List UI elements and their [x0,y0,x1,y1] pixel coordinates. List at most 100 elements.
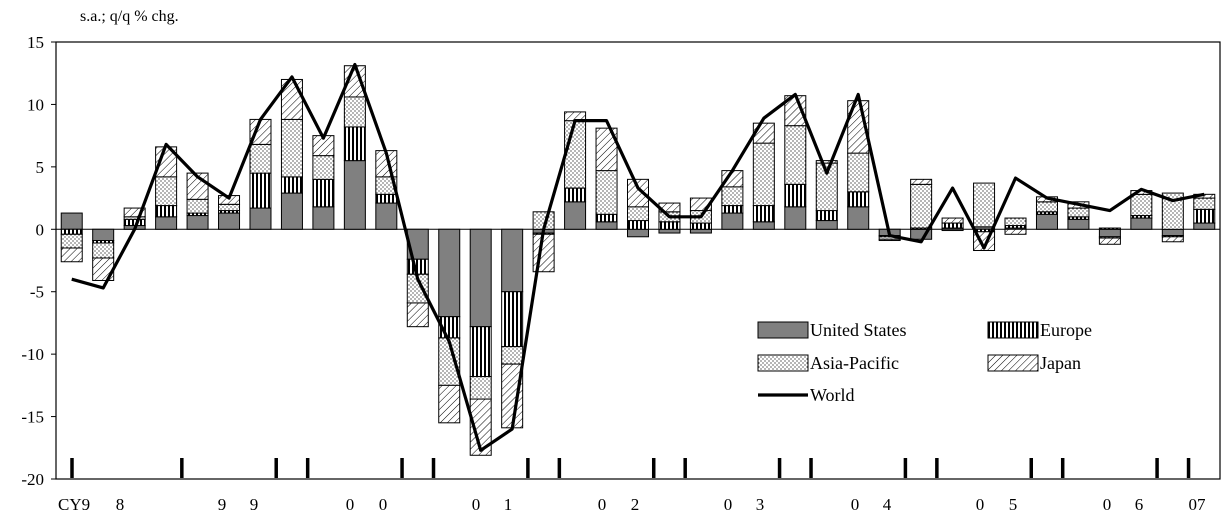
bar-segment [312,178,335,208]
bar-segment [438,384,461,424]
y-tick-label: 0 [36,220,45,239]
bar-segment [375,193,398,204]
bar-segment [752,205,775,223]
bar-segment [155,216,178,230]
bar-segment [1035,213,1058,230]
legend-label: World [810,385,855,405]
bar-segment [375,202,398,230]
bar-segment [343,160,366,230]
bar-segment [1035,201,1058,213]
legend-swatch [987,354,1039,372]
bar-segment [1130,193,1153,217]
x-tick-label: 9 [250,495,259,514]
bar-segment [1004,228,1027,235]
bar-segment [186,198,209,214]
bar-segment [249,207,272,230]
bar-segment [1098,228,1121,238]
bar-segment [1067,218,1090,230]
legend-label: Japan [1040,353,1081,373]
bar-segment [878,238,901,242]
bar-segment [973,182,996,228]
bar-segment [627,220,649,230]
bars-layer [60,65,1216,456]
bar-segment [627,228,649,238]
y-tick-label: 15 [27,33,44,52]
bar-segment [941,222,964,229]
bar-segment [469,326,492,378]
bar-segment [312,206,335,230]
bar-segment [280,192,303,230]
bar-segment [752,142,775,207]
legend-label: Asia-Pacific [810,353,899,373]
bar-segment [1098,237,1121,245]
bar-segment [280,176,303,194]
bar-segment [1161,192,1184,230]
bar-segment [186,215,209,230]
bar-segment [249,143,272,174]
bar-segment [752,221,775,230]
legend-swatch [757,321,809,339]
legend-swatch [757,354,809,372]
bar-segment [1004,217,1027,227]
legend-label: Europe [1040,320,1092,340]
x-tick-label: 07 [1189,495,1207,514]
x-tick-label: 2 [631,495,640,514]
plot-frame [55,41,1221,480]
x-tick-label: 1 [504,495,513,514]
bar-segment [941,228,964,232]
bar-segment [1130,217,1153,230]
x-tick-label: 0 [346,495,355,514]
bar-segment [1193,197,1216,210]
x-axis: CY9 8 9 9 0 0 0 1 0 2 0 3 0 4 0 5 0 6 07 [58,458,1206,514]
bar-segment [438,228,461,318]
bar-segment [1193,222,1216,230]
x-tick-label: 0 [598,495,607,514]
plot-border [55,41,1221,480]
y-tick-label: -10 [21,345,44,364]
bar-segment [280,118,303,178]
x-tick-label: 0 [379,495,388,514]
bar-segment [847,152,870,193]
bar-segment [689,222,712,230]
bar-segment [595,170,618,215]
bar-segment [627,206,649,222]
bar-segment [1161,236,1184,243]
bar-segment [784,183,807,208]
x-tick-label: 0 [1103,495,1112,514]
bar-segment [60,212,83,230]
bar-segment [1067,207,1090,218]
x-tick-label: 4 [883,495,892,514]
y-axis-unit-label: s.a.; q/q % chg. [80,8,179,25]
bar-segment [406,302,429,328]
bar-segment [123,218,146,227]
bar-segment [1098,227,1121,230]
bar-segment [564,120,587,189]
bar-segment [60,233,83,249]
bar-segment [815,160,838,164]
y-tick-label: -15 [21,408,44,427]
bar-segment [595,213,618,223]
bar-segment [847,206,870,230]
bar-segment [92,242,115,259]
bar-segment [501,346,524,365]
x-tick-label: 0 [724,495,733,514]
legend: United States Europe Asia-Pacific Japan Worl… [757,320,1092,405]
bar-segment [155,205,178,218]
legend-swatch [987,321,1039,339]
bar-segment [343,126,366,162]
bar-segment [595,221,618,230]
bar-segment [721,186,744,207]
bar-segment [815,210,838,222]
y-tick-label: -5 [30,283,44,302]
bar-segment [910,178,933,185]
bar-segment [218,203,241,212]
bar-segment [847,191,870,208]
bar-segment [627,178,649,208]
bar-segment [721,205,744,214]
bar-segment [658,221,681,230]
y-tick-label: -20 [21,470,44,489]
bar-segment [1161,228,1184,237]
bar-segment [658,228,681,234]
bar-segment [60,228,83,235]
